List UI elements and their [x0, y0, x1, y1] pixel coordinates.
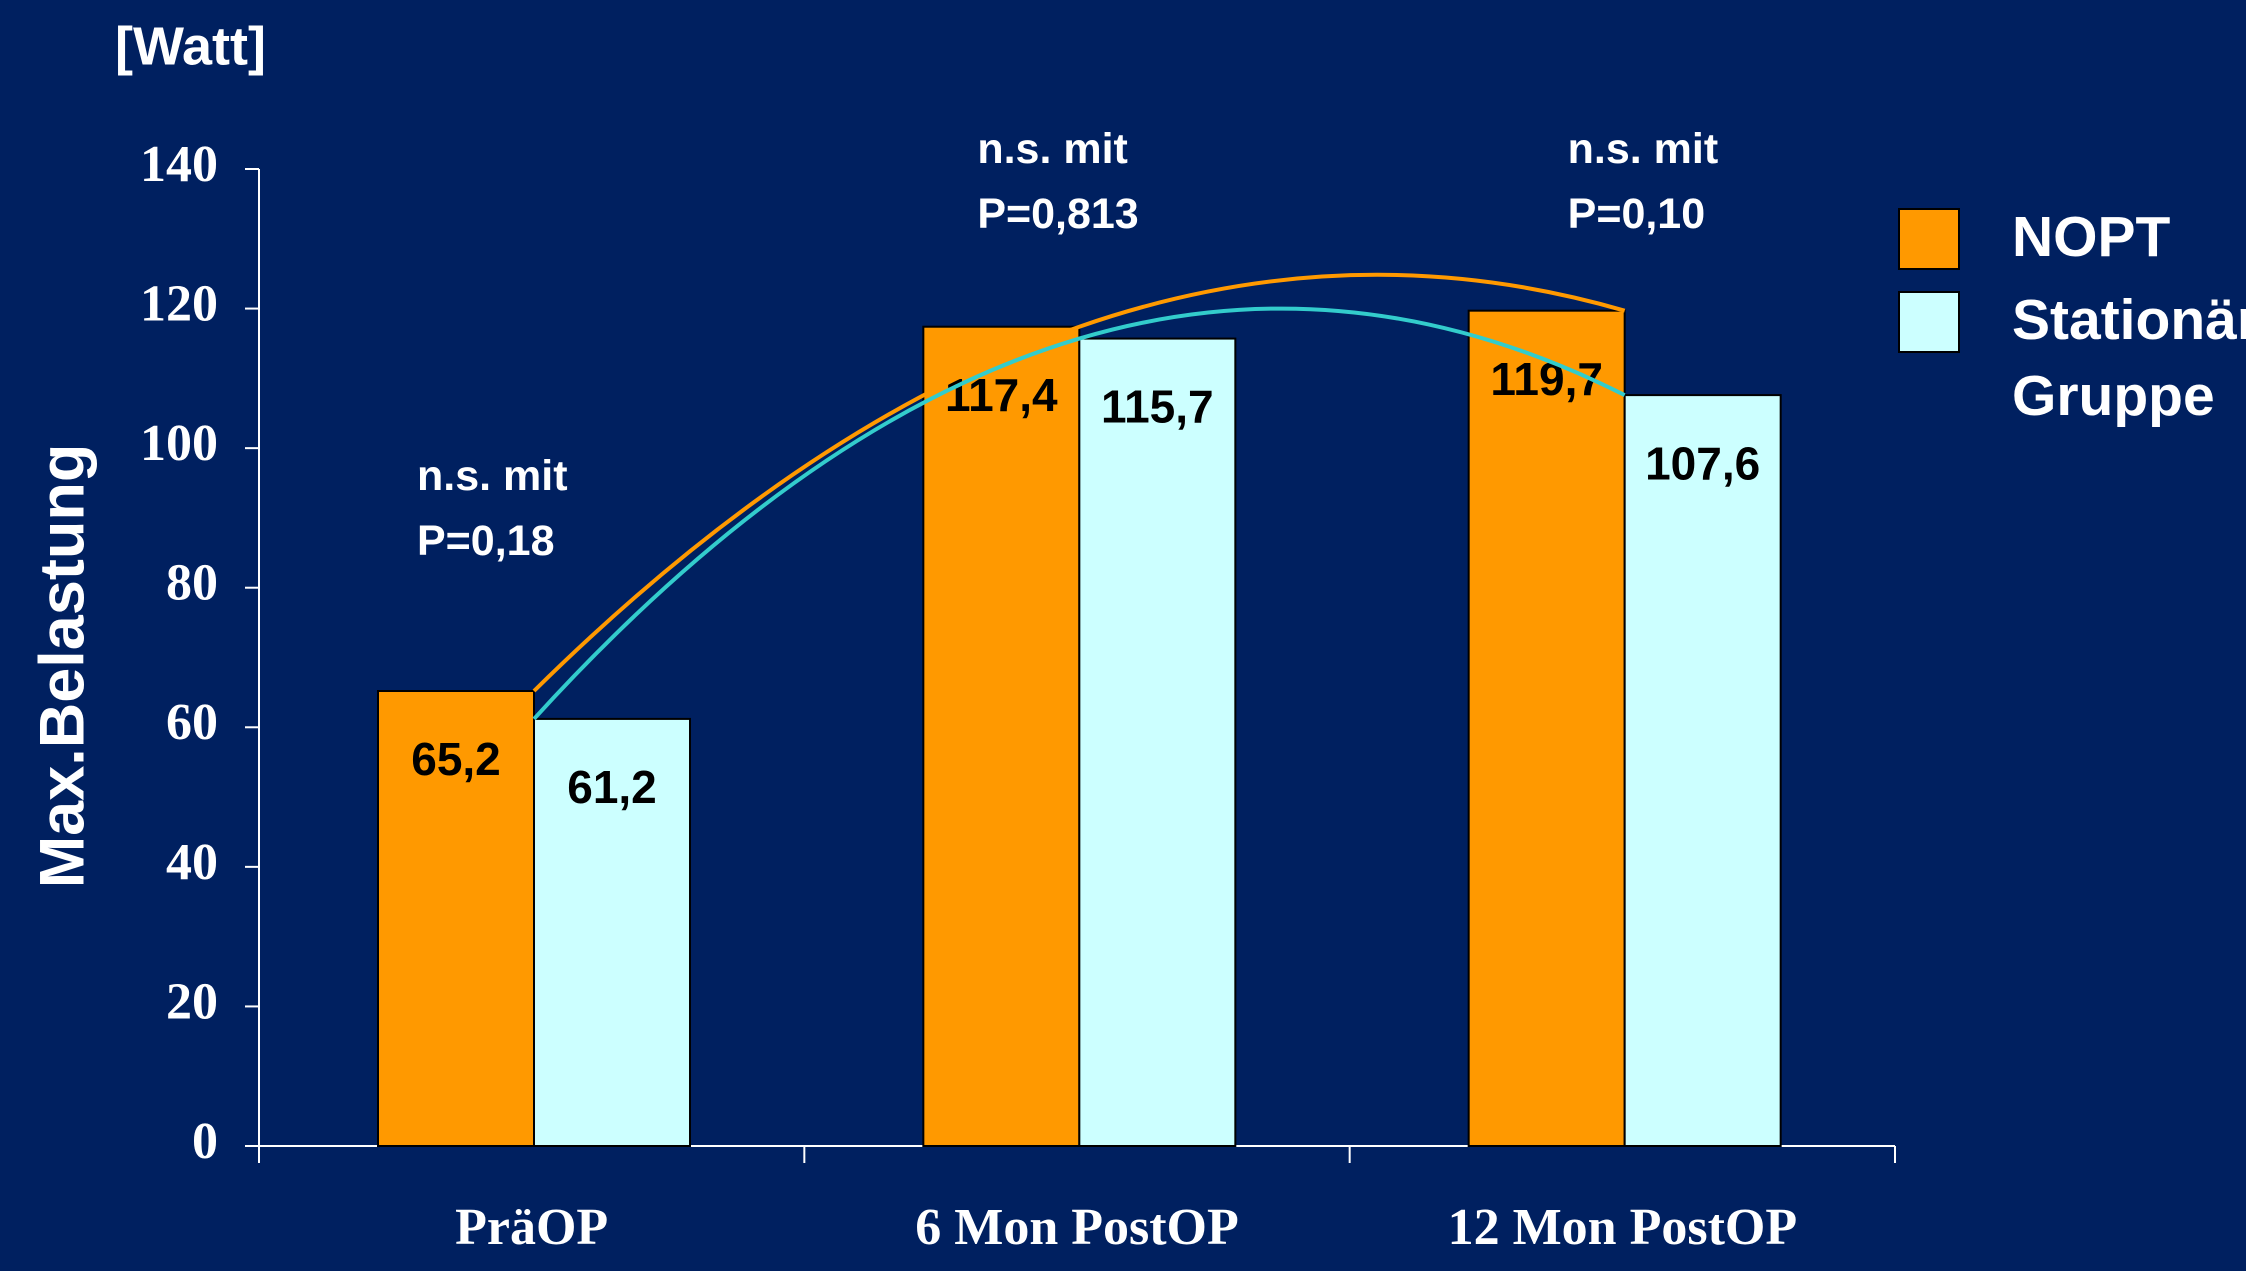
value-label: 117,4: [945, 369, 1058, 421]
x-tick-label: 12 Mon PostOP: [1448, 1199, 1798, 1256]
bar: [1078, 337, 1237, 1147]
y-tick-label: 100: [140, 415, 218, 472]
trend-curve: [532, 306, 1626, 721]
value-label: 61,2: [567, 761, 657, 813]
annotation: n.s. mit P=0,18: [417, 452, 568, 565]
annotation: n.s. mit P=0,10: [1567, 125, 1719, 238]
unit-label: [Watt]: [115, 16, 266, 76]
bar: [533, 717, 691, 1147]
y-tick-label: 120: [140, 276, 218, 333]
x-tick-label: PräOP: [455, 1199, 608, 1256]
trend-curve: [532, 272, 1626, 693]
bar: [922, 325, 1081, 1148]
value-label: 65,2: [411, 733, 501, 785]
annotation: n.s. mit P=0,813: [977, 125, 1139, 238]
value-label: 107,6: [1645, 437, 1760, 489]
value-label: 115,7: [1101, 381, 1214, 433]
bar: [1467, 309, 1626, 1148]
legend-swatch: [1898, 291, 1960, 353]
x-tick-label: 6 Mon PostOP: [915, 1199, 1239, 1256]
legend-label: Stationäre Gruppe: [2012, 288, 2246, 428]
legend-label: NOPT: [2012, 205, 2171, 269]
y-tick-label: 0: [192, 1113, 218, 1170]
y-axis-label: Max.Belastung: [28, 444, 98, 889]
legend-swatch: [1898, 208, 1960, 270]
y-tick-label: 40: [166, 834, 218, 891]
y-tick-label: 20: [166, 973, 218, 1030]
y-tick-label: 60: [166, 694, 218, 751]
y-tick-label: 140: [140, 136, 218, 193]
y-tick-label: 80: [166, 555, 218, 612]
bar: [1623, 394, 1782, 1147]
